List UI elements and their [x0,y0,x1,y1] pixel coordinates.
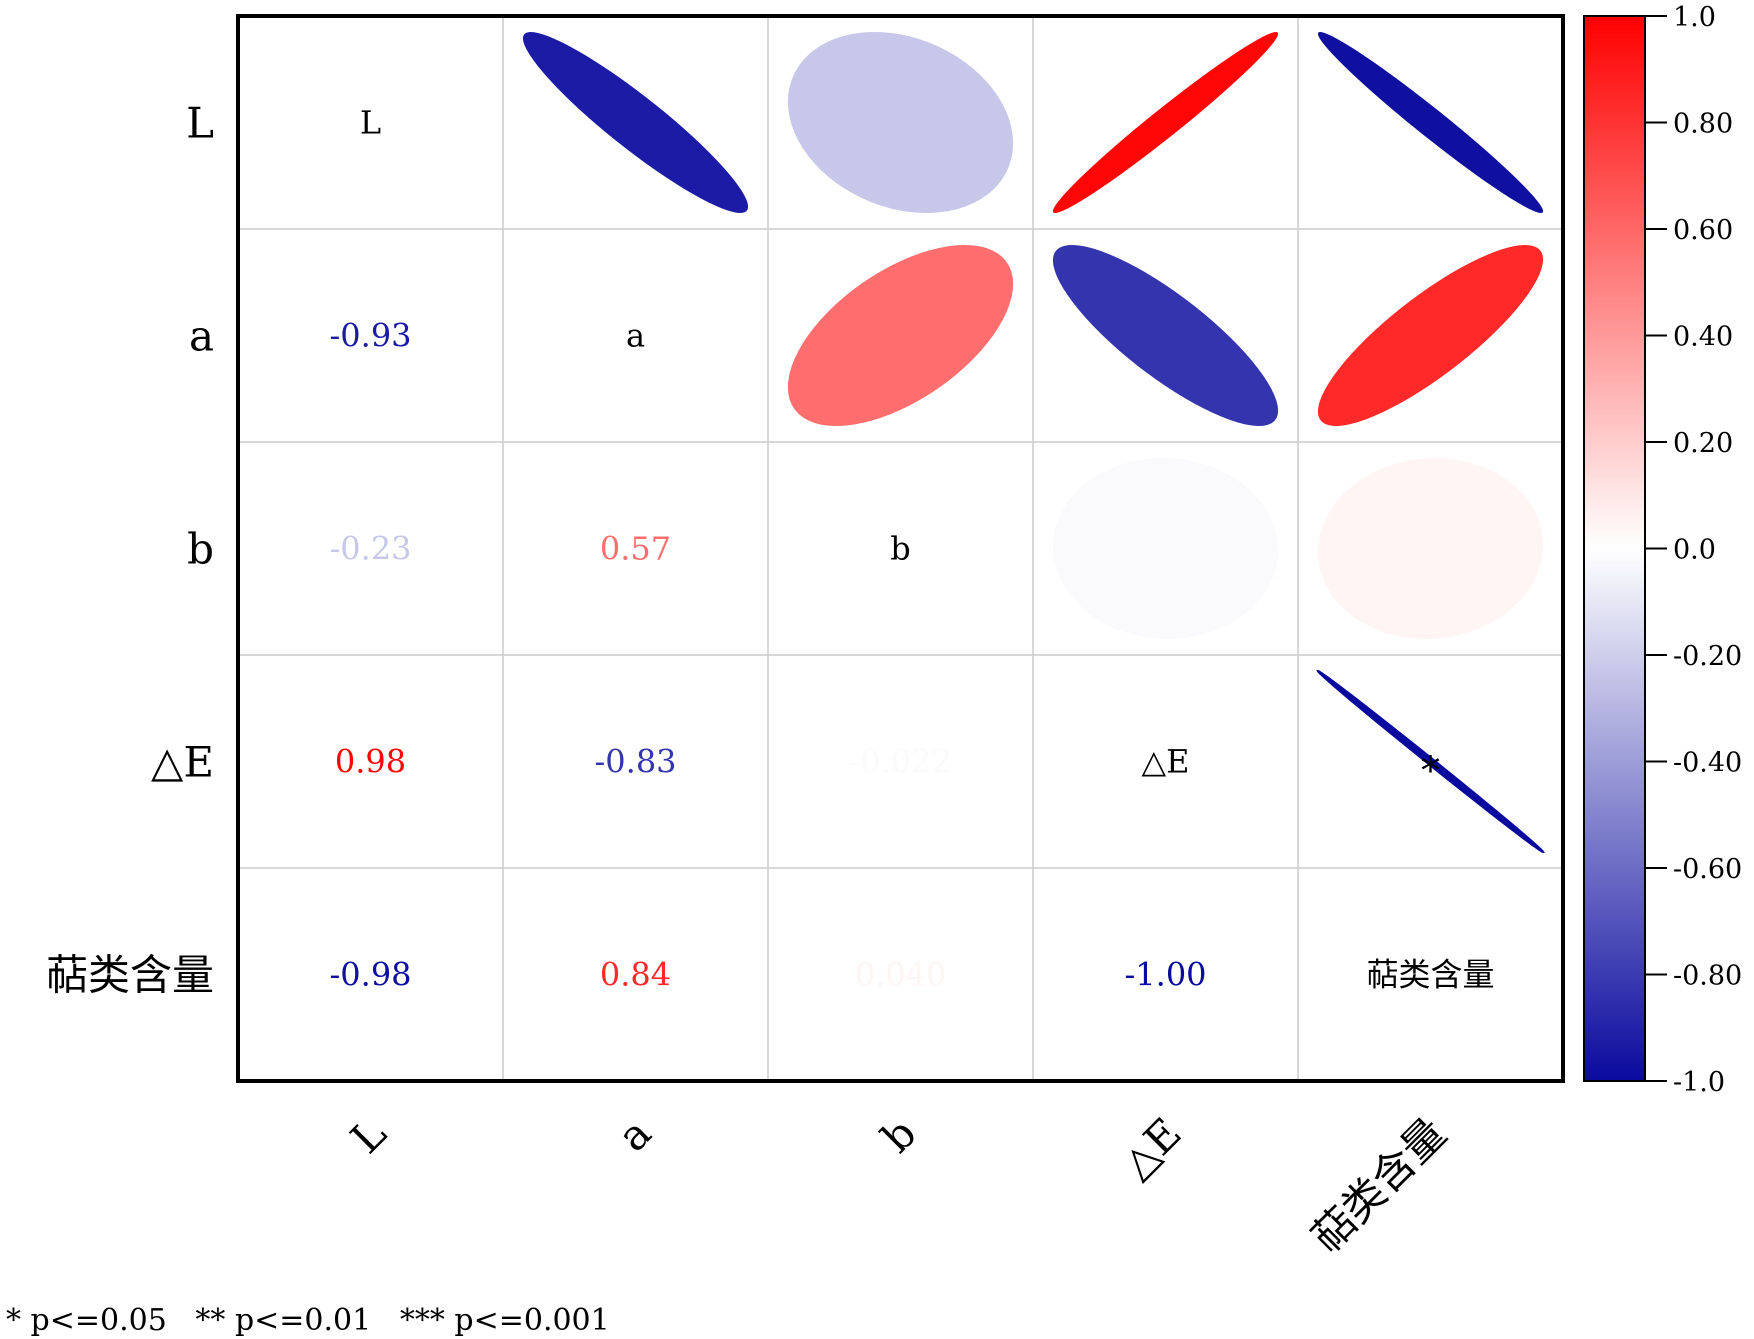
correlation-ellipse [787,32,1014,213]
correlation-value: 0.98 [335,743,406,781]
colorbar-tick-label: -0.80 [1673,961,1742,992]
diagonal-label: a [626,317,645,355]
diagonal-label: △E [1142,743,1190,781]
column-label: b [872,1108,926,1162]
correlation-ellipse [787,244,1014,427]
correlation-value: -0.98 [329,956,411,994]
correlation-value: -0.93 [329,317,411,355]
row-label: 萜类含量 [46,951,214,1000]
correlation-value: -1.00 [1124,956,1206,994]
row-labels: La b △E 萜类含量 [46,99,214,1000]
colorbar-tick-label: 0.0 [1673,535,1716,566]
row-label: △E [151,738,214,787]
correlation-ellipse [1316,670,1545,853]
correlation-ellipse [1317,32,1544,213]
colorbar-tick-label: -0.60 [1673,854,1742,885]
row-label: a [189,312,214,361]
row-label: b [187,525,214,574]
correlation-ellipse [1317,458,1544,639]
colorbar: 1.0 0.80 0.60 0.40 0.20 0.0 -0.20 -0.40 -0.60 -0.… [1583,2,1742,1098]
colorbar-tick-label: 0.40 [1673,322,1733,353]
correlation-value: -0.23 [329,530,411,568]
correlation-ellipse [1052,458,1279,639]
column-label: 萜类含量 [1302,1108,1455,1261]
colorbar-gradient [1583,15,1646,1082]
colorbar-tick-label: -0.20 [1673,641,1742,672]
diagonal-label: b [890,530,910,568]
column-label: a [608,1108,660,1160]
correlation-value: -0.83 [594,743,676,781]
matrix-gridlines [238,16,1563,1081]
diagonal-label: L [360,104,381,142]
correlation-ellipse [522,32,749,213]
colorbar-tick-label: 0.60 [1673,215,1733,246]
correlation-value: 0.84 [600,956,671,994]
significance-footnote: * p<=0.05 ** p<=0.01 *** p<=0.001 [6,1303,610,1338]
colorbar-tick-label: 0.80 [1673,109,1733,140]
correlation-ellipse [1052,32,1279,213]
colorbar-tick-label: -0.40 [1673,748,1742,779]
matrix-cells: L -0.93 a -0.23 0.57 b 0.98 -0.83 -0.022 △E * -0.98… [329,32,1545,994]
column-label: △E [1111,1108,1190,1187]
colorbar-tick-label: -1.0 [1673,1067,1725,1098]
significance-marker: * [1421,749,1440,793]
correlation-value: 0.57 [600,530,671,568]
correlation-value: -0.022 [849,743,951,781]
colorbar-tick-label: 1.0 [1673,2,1716,33]
plot-frame [236,14,1565,1083]
column-label: L [341,1108,395,1162]
row-label: L [186,99,214,148]
diagonal-label: 萜类含量 [1366,956,1494,994]
correlation-value: 0.040 [855,956,947,994]
colorbar-tick-label: 0.20 [1673,428,1733,459]
correlation-ellipse [1317,245,1544,426]
correlation-ellipse [1052,244,1279,427]
